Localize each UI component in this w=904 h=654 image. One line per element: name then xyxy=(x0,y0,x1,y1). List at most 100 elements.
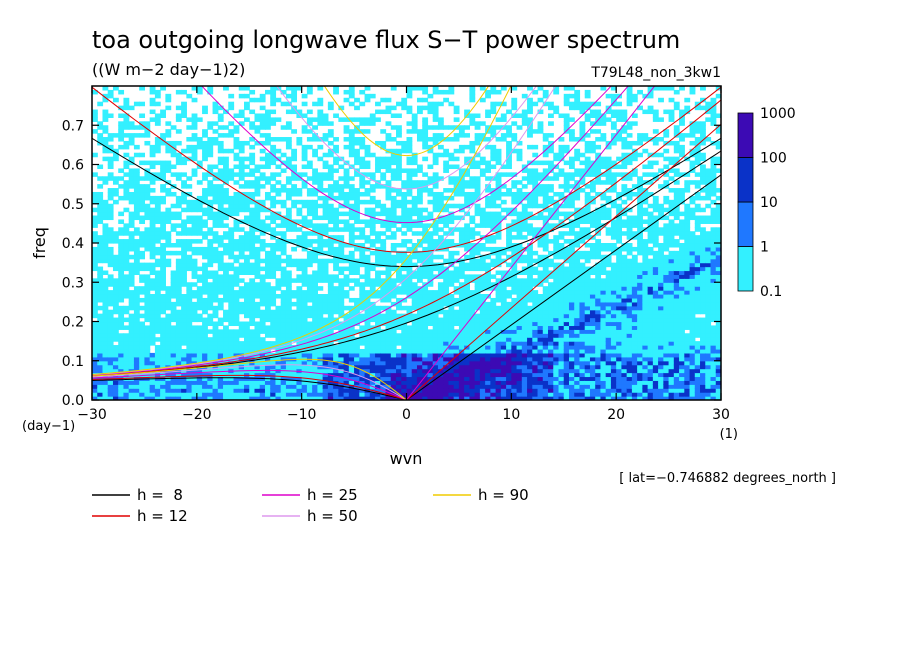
spectrum-cell xyxy=(333,274,339,279)
spectrum-cell xyxy=(291,93,298,99)
spectrum-cell xyxy=(92,380,98,385)
spectrum-cell xyxy=(453,364,460,370)
spectrum-cell xyxy=(516,195,523,201)
spectrum-cell xyxy=(133,195,140,201)
spectrum-cell xyxy=(359,243,366,248)
spectrum-cell xyxy=(437,227,444,232)
spectrum-cell xyxy=(223,172,229,177)
spectrum-cell xyxy=(181,105,187,111)
spectrum-cell xyxy=(259,290,266,295)
spectrum-cell xyxy=(249,109,256,115)
spectrum-cell xyxy=(280,278,287,283)
spectrum-cell xyxy=(296,86,303,91)
spectrum-cell xyxy=(238,250,245,256)
spectrum-cell xyxy=(411,396,418,400)
spectrum-cell xyxy=(128,211,135,217)
spectrum-cell xyxy=(385,254,392,260)
spectrum-cell xyxy=(333,215,339,221)
spectrum-cell xyxy=(149,321,156,327)
spectrum-cell xyxy=(542,227,549,232)
spectrum-cell xyxy=(317,305,324,311)
spectrum-cell xyxy=(217,243,224,248)
spectrum-cell xyxy=(437,286,444,291)
spectrum-cell xyxy=(359,250,366,256)
spectrum-cell xyxy=(448,203,455,209)
spectrum-cell xyxy=(228,376,235,381)
spectrum-cell xyxy=(317,258,324,264)
spectrum-cell xyxy=(249,239,256,244)
spectrum-cell xyxy=(422,396,429,400)
spectrum-cell xyxy=(175,129,182,134)
spectrum-cell xyxy=(244,376,250,381)
spectrum-cell xyxy=(133,246,140,252)
spectrum-cell xyxy=(411,219,418,224)
spectrum-cell xyxy=(380,176,387,181)
spectrum-cell xyxy=(97,392,104,397)
spectrum-cell xyxy=(364,152,371,158)
spectrum-cell xyxy=(196,392,203,397)
spectrum-cell xyxy=(479,86,486,91)
spectrum-cell xyxy=(317,246,324,252)
spectrum-cell xyxy=(149,329,156,334)
spectrum-cell xyxy=(396,364,402,370)
spectrum-cell xyxy=(144,140,151,146)
spectrum-cell xyxy=(97,133,104,138)
spectrum-cell xyxy=(233,388,240,393)
spectrum-cell xyxy=(97,176,104,181)
spectrum-cell xyxy=(380,317,387,323)
spectrum-cell xyxy=(548,282,554,287)
spectrum-cell xyxy=(532,360,539,366)
spectrum-cell xyxy=(548,321,554,327)
spectrum-cell xyxy=(285,305,292,311)
spectrum-cell xyxy=(92,392,98,397)
spectrum-cell xyxy=(359,258,366,264)
spectrum-cell xyxy=(443,274,450,279)
spectrum-cell xyxy=(264,176,271,181)
spectrum-cell xyxy=(511,352,518,358)
spectrum-cell xyxy=(196,329,203,334)
spectrum-cell xyxy=(301,184,308,189)
spectrum-cell xyxy=(500,313,507,319)
spectrum-cell xyxy=(296,352,303,358)
spectrum-cell xyxy=(312,152,318,158)
spectrum-cell xyxy=(380,250,387,256)
spectrum-cell xyxy=(406,337,413,342)
spectrum-cell xyxy=(322,262,329,268)
spectrum-cell xyxy=(118,278,125,283)
spectrum-cell xyxy=(369,152,376,158)
spectrum-cell xyxy=(464,262,470,268)
spectrum-cell xyxy=(327,317,334,323)
spectrum-cell xyxy=(422,140,429,146)
spectrum-cell xyxy=(437,144,444,150)
spectrum-cell xyxy=(385,313,392,319)
spectrum-cell xyxy=(285,274,292,279)
spectrum-cell xyxy=(396,188,402,193)
spectrum-cell xyxy=(107,356,114,362)
spectrum-cell xyxy=(212,105,219,111)
spectrum-cell xyxy=(516,392,523,397)
spectrum-cell xyxy=(139,278,146,283)
spectrum-cell xyxy=(458,203,465,209)
spectrum-cell xyxy=(97,219,104,224)
spectrum-cell xyxy=(212,140,219,146)
spectrum-cell xyxy=(301,372,308,378)
spectrum-cell xyxy=(500,290,507,295)
spectrum-cell xyxy=(254,176,261,181)
spectrum-cell xyxy=(264,133,271,138)
spectrum-cell xyxy=(348,235,355,240)
spectrum-cell xyxy=(238,207,245,213)
spectrum-cell xyxy=(333,89,339,95)
spectrum-cell xyxy=(479,345,486,350)
spectrum-cell xyxy=(495,368,502,374)
spectrum-cell xyxy=(92,262,98,268)
spectrum-cell xyxy=(427,239,434,244)
spectrum-cell xyxy=(107,297,114,303)
spectrum-cell xyxy=(443,215,450,221)
spectrum-cell xyxy=(312,297,318,303)
spectrum-cell xyxy=(401,140,408,146)
spectrum-cell xyxy=(112,290,119,295)
spectrum-cell xyxy=(160,262,166,268)
spectrum-cell xyxy=(285,121,292,126)
spectrum-cell xyxy=(228,227,235,232)
spectrum-cell xyxy=(270,176,277,181)
